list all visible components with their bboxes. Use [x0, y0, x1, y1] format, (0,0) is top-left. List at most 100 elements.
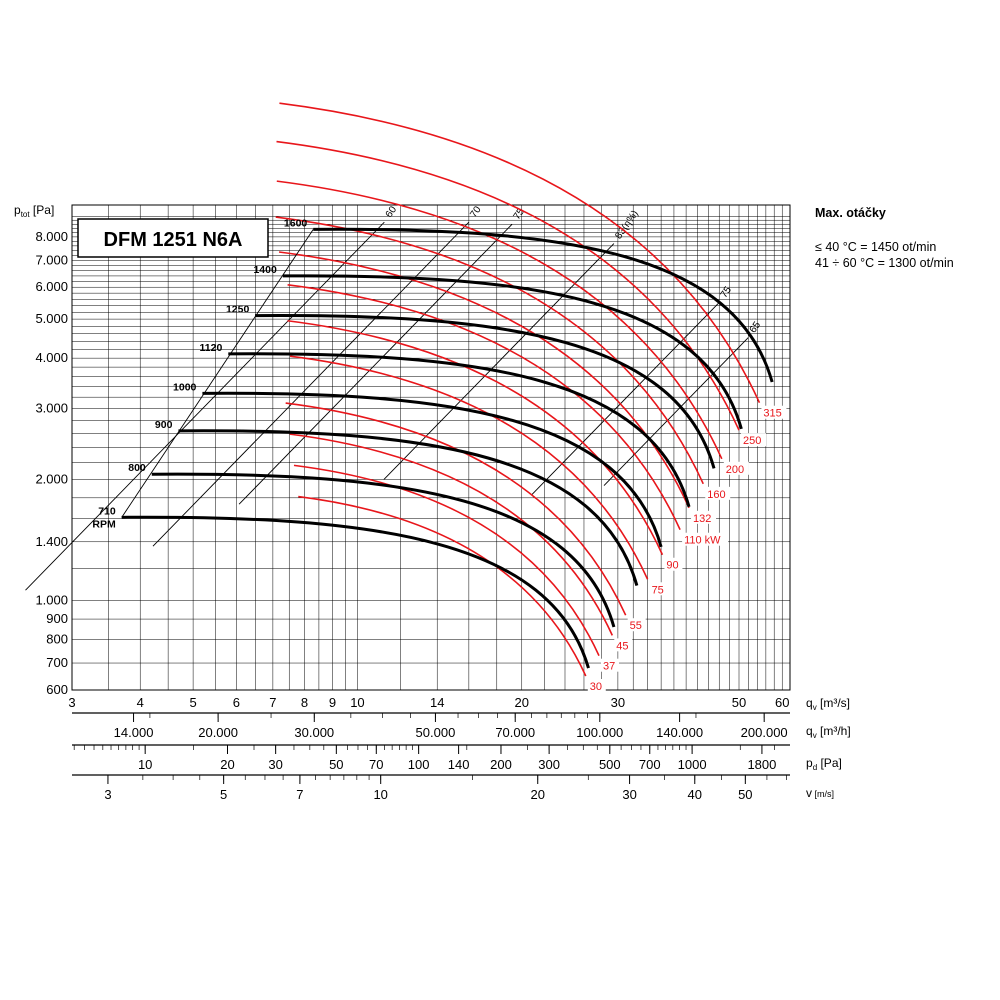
secondary-axis-tick-label: 300 [538, 757, 560, 772]
rpm-curve [282, 274, 743, 430]
x-tick-label: 6 [233, 695, 240, 710]
power-line-label: 45 [616, 640, 628, 652]
efficiency-line [603, 337, 749, 486]
power-line-label: 132 [693, 513, 711, 525]
secondary-axis-tick-label: 3 [104, 787, 111, 802]
max-speed-line-1: ≤ 40 °C = 1450 ot/min [815, 240, 937, 254]
side-info-panel: Max. otáčky ≤ 40 °C = 1450 ot/min 41 ÷ 6… [815, 205, 995, 271]
secondary-axis-tick-label: 30 [622, 787, 636, 802]
rpm-label: 1250 [226, 304, 250, 316]
power-line-label: 90 [666, 560, 678, 572]
y-tick-label: 600 [46, 682, 68, 697]
plot-grid [71, 204, 791, 691]
secondary-axis-tick-label: 30.000 [294, 725, 334, 740]
secondary-axis-tick-label: 20 [220, 757, 234, 772]
secondary-axis-title: pd [Pa] [806, 756, 842, 772]
power-line [275, 216, 704, 485]
y-tick-label: 800 [46, 632, 68, 647]
rpm-label: 1600 [284, 217, 308, 229]
efficiency-line-label: 70 [468, 204, 484, 220]
power-line [287, 284, 681, 531]
efficiency-line [383, 243, 615, 480]
secondary-axis-tick-label: 70.000 [495, 725, 535, 740]
power-line [276, 180, 723, 460]
rpm-curve [255, 314, 716, 469]
y-tick-label: 700 [46, 655, 68, 670]
rpm-unit-label: RPM [92, 518, 116, 530]
start-diagonal [121, 229, 314, 518]
y-tick-label: 8.000 [35, 229, 68, 244]
x-tick-label: 60 [775, 695, 789, 710]
power-label-bg [649, 582, 668, 596]
power-label-bg [627, 618, 646, 632]
x-tick-label: 30 [611, 695, 625, 710]
secondary-axis-tick-label: 20.000 [198, 725, 238, 740]
efficiency-line [531, 302, 720, 495]
y-tick-label: 5.000 [35, 311, 68, 326]
power-line-label: 160 [707, 489, 725, 501]
y-tick-label: 7.000 [35, 252, 68, 267]
secondary-axis-tick-label: 140 [448, 757, 470, 772]
plot-frame [71, 204, 791, 691]
x-tick-label: 14 [430, 695, 444, 710]
power-label-bg [741, 433, 767, 447]
power-line-label: 75 [652, 584, 664, 596]
y-tick-label: 1.400 [35, 534, 68, 549]
y-tick-label: 2.000 [35, 471, 68, 486]
efficiency-line-label: 75 [719, 284, 735, 300]
max-speed-title: Max. otáčky [815, 206, 886, 220]
power-line [276, 140, 740, 431]
y-tick-label: 4.000 [35, 350, 68, 365]
rpm-curve [202, 391, 663, 548]
power-line-label: 200 [726, 464, 744, 476]
rpm-label: 710 [98, 505, 116, 517]
rpm-curve [178, 429, 639, 586]
secondary-axis-tick-label: 200 [490, 757, 512, 772]
chart-title: DFM 1251 N6A [104, 229, 243, 251]
secondary-axis-tick-label: 100.000 [576, 725, 623, 740]
chart-title-box: DFM 1251 N6A [77, 218, 269, 258]
x-tick-label: 7 [269, 695, 276, 710]
power-line-label: 55 [630, 620, 642, 632]
power-line-label: 315 [763, 408, 781, 420]
rpm-label: 800 [128, 462, 146, 474]
power-label-bg [691, 510, 717, 524]
secondary-axis-tick-label: 140.000 [656, 725, 703, 740]
efficiency-line [25, 221, 385, 591]
power-label-bg [614, 638, 633, 652]
rpm-label: 900 [155, 419, 173, 431]
x-tick-label: 5 [189, 695, 196, 710]
power-line-label: 110 kW [684, 535, 721, 547]
efficiency-line-label: 60 [384, 204, 400, 220]
secondary-axis-tick-label: 50.000 [416, 725, 456, 740]
power-line [278, 251, 690, 509]
y-tick-label: 900 [46, 611, 68, 626]
secondary-axes: 14.000 20.000 30.000 50.000 70.000 100.000 140… [72, 712, 851, 802]
power-label-bg [761, 405, 787, 419]
x-tick-label: 9 [329, 695, 336, 710]
secondary-axis-tick-label: 500 [599, 757, 621, 772]
secondary-axis-tick-label: 70 [369, 757, 383, 772]
efficiency-line [238, 223, 513, 505]
power-line [289, 433, 614, 636]
y-tick-label: 6.000 [35, 279, 68, 294]
y-tick-label: 3.000 [35, 400, 68, 415]
secondary-axis-tick-label: 50 [738, 787, 752, 802]
max-speed-line-2: 41 ÷ 60 °C = 1300 ot/min [815, 256, 954, 270]
power-line-label: 30 [590, 681, 602, 693]
power-line-label: 37 [603, 661, 615, 673]
power-line [287, 319, 664, 556]
rpm-curve [228, 352, 691, 508]
secondary-axis-tick-label: 50 [329, 757, 343, 772]
axis-labels: 600 700 800 900 1.000 1.400 2.000 3.000 4.000 5.0… [14, 203, 850, 712]
power-line [279, 102, 761, 404]
power-label-bg [587, 678, 606, 692]
x-tick-label: 8 [301, 695, 308, 710]
power-label-bg [664, 557, 683, 571]
rpm-label: 1000 [173, 381, 197, 393]
rpm-curve [121, 515, 590, 669]
secondary-axis-tick-label: 30 [268, 757, 282, 772]
